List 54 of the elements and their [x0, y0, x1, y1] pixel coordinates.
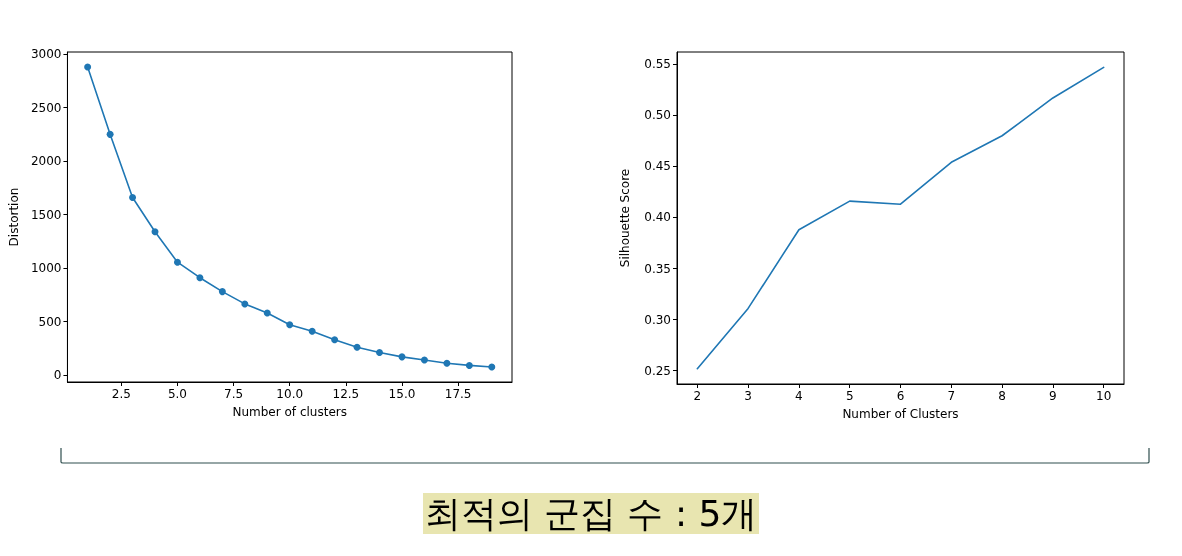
y-tick-label: 0.50	[644, 108, 671, 123]
x-tick-label: 5	[845, 389, 854, 403]
line-series	[696, 66, 1105, 370]
x-tick-label: 12.5	[332, 387, 360, 401]
x-axis-title: Number of clusters	[232, 405, 347, 419]
text: 최적의 군집 수 : 5개	[422, 493, 760, 534]
y-tick-label: 500	[38, 314, 62, 329]
x-tick-label: 6	[896, 389, 905, 403]
y-tick-label: 0.25	[644, 363, 671, 378]
x-tick-label: 17.5	[444, 387, 472, 401]
point	[420, 356, 428, 364]
y-tick-label: 1500	[30, 207, 62, 222]
point	[218, 288, 226, 296]
x-tick-label: 2.5	[111, 387, 131, 401]
x-tick-label: 4	[795, 389, 803, 403]
x-tick-label: 9	[1049, 389, 1057, 403]
point	[106, 130, 114, 138]
y-tick-label: 0.40	[644, 210, 671, 225]
point	[443, 359, 451, 367]
point	[308, 327, 316, 335]
x-tick-label: 8	[998, 389, 1006, 403]
y-tick-label: 2500	[30, 100, 62, 115]
point	[151, 228, 159, 236]
point	[196, 274, 204, 282]
point	[241, 300, 249, 308]
point	[129, 193, 137, 201]
x-tick-label: 3	[744, 389, 752, 403]
point	[173, 258, 181, 266]
x-tick-label: 15.0	[388, 387, 416, 401]
point	[465, 361, 473, 369]
y-tick-label: 0.35	[644, 261, 671, 276]
x-tick-label: 10.0	[276, 387, 304, 401]
y-axis-title: Silhouette Score	[618, 168, 632, 268]
y-tick-label: 3000	[30, 47, 62, 62]
point	[263, 309, 271, 317]
point	[353, 343, 361, 351]
point	[488, 363, 496, 371]
point	[286, 321, 294, 329]
x-tick-label: 7.5	[224, 387, 244, 401]
x-tick-label: 2	[693, 389, 702, 403]
y-axis-title: Distortion	[7, 187, 21, 247]
point	[331, 336, 339, 344]
y-tick-label: 0.55	[644, 57, 671, 72]
y-tick-label: 0.45	[644, 159, 671, 174]
x-tick-label: 5.0	[167, 387, 187, 401]
point	[84, 63, 92, 71]
y-tick-label: 0	[53, 368, 62, 383]
y-tick-label: 1000	[30, 261, 62, 276]
y-tick-label: 0.30	[644, 312, 671, 327]
y-tick-label: 2000	[30, 154, 62, 169]
point	[376, 349, 384, 357]
x-tick-label: 7	[947, 389, 956, 403]
x-axis-title: Number of Clusters	[842, 407, 959, 421]
x-tick-label: 10	[1096, 389, 1112, 403]
